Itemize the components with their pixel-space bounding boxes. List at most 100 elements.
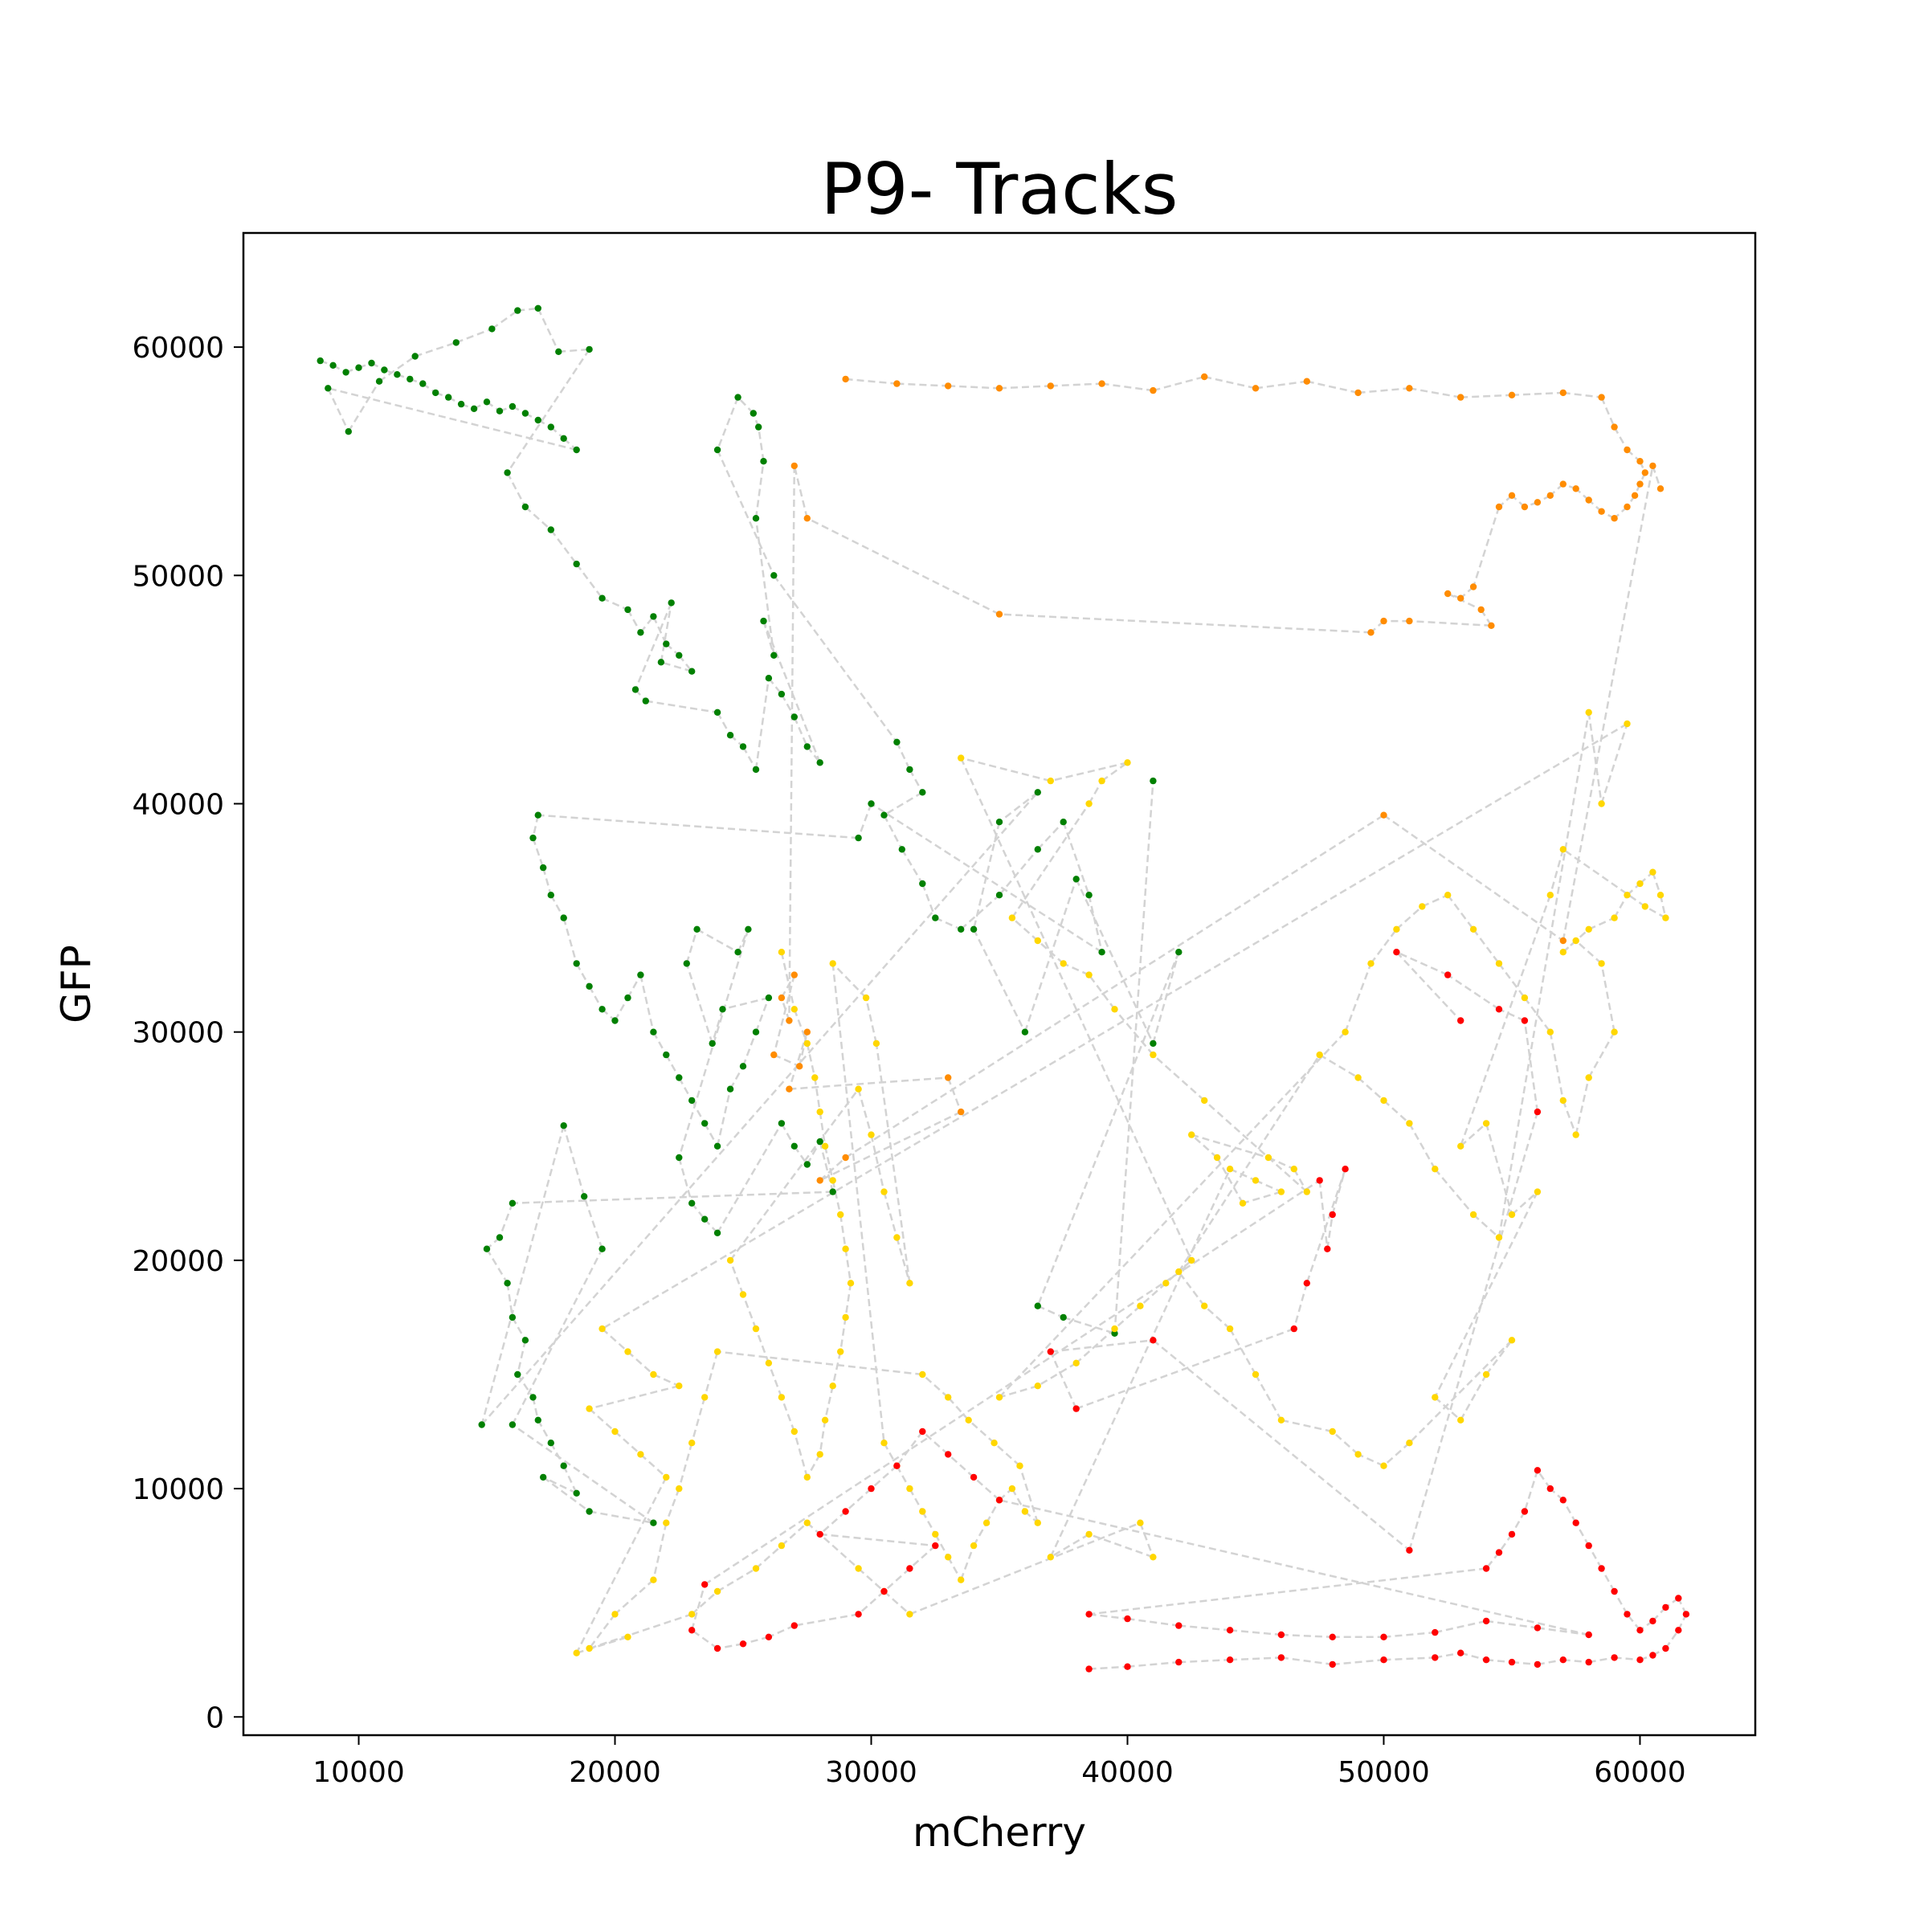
data-point bbox=[713, 1644, 721, 1652]
track-segment bbox=[1473, 929, 1501, 965]
track-segment bbox=[575, 563, 603, 599]
track-segment bbox=[1395, 905, 1424, 930]
data-point bbox=[1342, 1028, 1349, 1035]
track-segment bbox=[1178, 1658, 1231, 1664]
track-segment bbox=[1587, 1031, 1616, 1079]
track-segment bbox=[1178, 1054, 1321, 1272]
data-point bbox=[1047, 1348, 1055, 1355]
data-point bbox=[1585, 1542, 1592, 1550]
data-point bbox=[770, 572, 778, 579]
data-point bbox=[786, 1017, 793, 1024]
track-segment bbox=[537, 814, 859, 839]
track-segment bbox=[691, 1203, 706, 1220]
data-point bbox=[1611, 515, 1618, 522]
data-point bbox=[1469, 1211, 1477, 1219]
track-segment bbox=[1281, 1633, 1333, 1639]
track-segment bbox=[1588, 1656, 1615, 1664]
track-segment bbox=[1510, 1510, 1526, 1535]
data-point bbox=[734, 394, 741, 401]
data-point bbox=[1226, 1627, 1234, 1634]
data-point bbox=[1508, 1337, 1516, 1344]
data-point bbox=[1085, 971, 1093, 978]
data-point bbox=[1252, 1177, 1260, 1184]
data-point bbox=[342, 369, 349, 376]
data-point bbox=[1611, 1028, 1618, 1035]
data-point bbox=[1662, 1644, 1669, 1652]
data-point bbox=[778, 1394, 786, 1401]
track-segment bbox=[1575, 940, 1603, 965]
data-point bbox=[1598, 1565, 1605, 1572]
data-point bbox=[1482, 1565, 1490, 1572]
track-segment bbox=[857, 803, 872, 839]
data-point bbox=[573, 1649, 580, 1656]
data-point bbox=[540, 1473, 547, 1481]
x-axis-ticks: 10000 20000 30000 40000 50000 60000 bbox=[312, 1735, 1686, 1789]
track-segment bbox=[1434, 1168, 1475, 1215]
data-point bbox=[1252, 1370, 1260, 1379]
track-segment bbox=[588, 1407, 616, 1432]
data-point bbox=[906, 1565, 913, 1572]
data-point bbox=[598, 594, 606, 602]
track-segment bbox=[1255, 380, 1307, 390]
track-segment bbox=[972, 929, 1027, 1033]
track-segment bbox=[845, 378, 897, 385]
track-segment bbox=[768, 1624, 795, 1638]
track-segment bbox=[1305, 1168, 1346, 1284]
data-point bbox=[1559, 389, 1567, 397]
data-point bbox=[1380, 811, 1387, 819]
data-point bbox=[1137, 1519, 1144, 1526]
track-segment bbox=[947, 1396, 970, 1421]
track-segment bbox=[1600, 1567, 1616, 1592]
track-segment bbox=[896, 741, 911, 770]
data-point bbox=[534, 304, 541, 312]
track-segment bbox=[831, 963, 885, 1444]
track-segment bbox=[883, 1591, 911, 1615]
data-point bbox=[547, 423, 554, 431]
data-point bbox=[1034, 789, 1042, 796]
data-point bbox=[713, 1587, 721, 1595]
track-segment bbox=[901, 848, 924, 884]
track-segment bbox=[1255, 1179, 1282, 1193]
track-segment bbox=[1281, 1656, 1333, 1666]
track-segment bbox=[773, 1053, 800, 1068]
track-segment bbox=[532, 837, 545, 868]
track-segment bbox=[754, 997, 770, 1033]
track-segment bbox=[685, 929, 698, 964]
track-segment bbox=[1614, 1656, 1640, 1661]
data-point bbox=[650, 1519, 657, 1526]
data-point bbox=[1534, 1108, 1542, 1116]
data-point bbox=[816, 1138, 823, 1146]
data-point bbox=[355, 364, 362, 371]
track-segment bbox=[512, 1191, 833, 1205]
track-segment bbox=[947, 1556, 962, 1581]
track-segment bbox=[562, 1125, 586, 1197]
track-segment bbox=[1101, 762, 1129, 782]
track-segment bbox=[896, 1431, 924, 1467]
track-segment bbox=[1331, 1431, 1359, 1456]
data-point bbox=[547, 526, 554, 533]
track-segment bbox=[1331, 1168, 1346, 1215]
track-segment bbox=[1562, 1658, 1589, 1664]
data-point bbox=[906, 1485, 913, 1493]
track-segment bbox=[716, 1089, 732, 1147]
data-point bbox=[1675, 1595, 1682, 1602]
data-point bbox=[1624, 1611, 1631, 1618]
data-point bbox=[624, 994, 631, 1002]
data-point bbox=[1201, 373, 1208, 381]
data-point bbox=[521, 503, 529, 511]
track-segment bbox=[1511, 1191, 1538, 1215]
track-segment bbox=[909, 1488, 924, 1513]
data-point bbox=[598, 1325, 606, 1333]
data-point bbox=[893, 738, 901, 745]
data-point bbox=[657, 659, 665, 666]
data-point bbox=[1034, 846, 1042, 853]
track-segment bbox=[1395, 951, 1448, 976]
track-segment bbox=[1113, 781, 1154, 1334]
data-point bbox=[760, 458, 767, 465]
track-segment bbox=[652, 1522, 668, 1580]
track-segment bbox=[690, 1397, 706, 1444]
x-tick-label: 40000 bbox=[1081, 1756, 1174, 1789]
data-point bbox=[945, 1074, 952, 1081]
track-segment bbox=[691, 1591, 718, 1615]
